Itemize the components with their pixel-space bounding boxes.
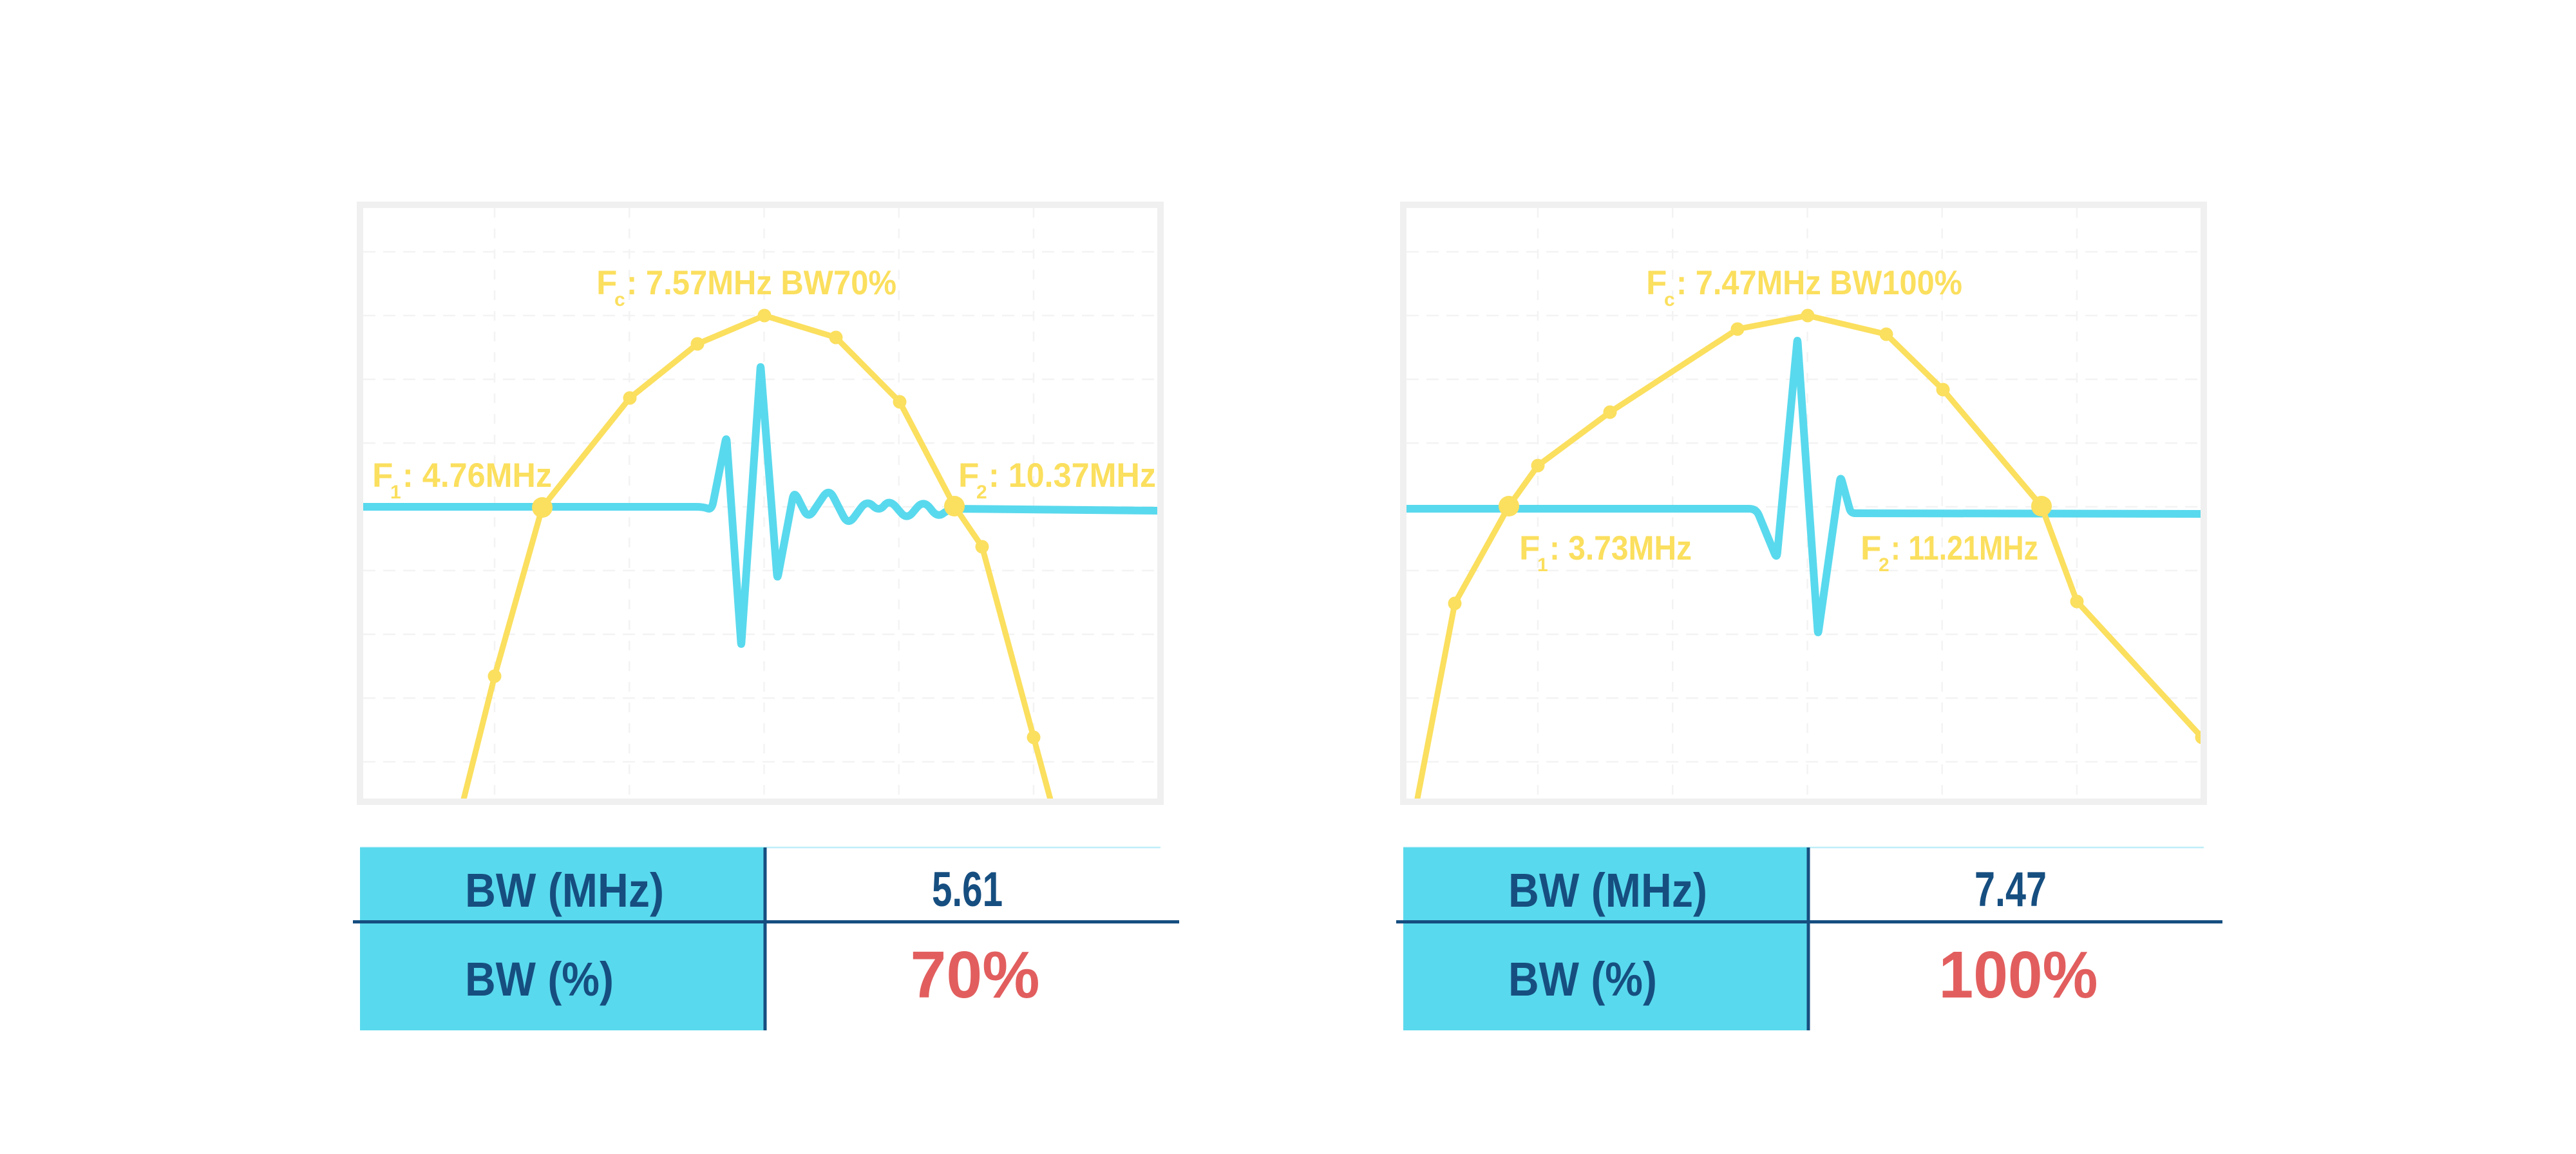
svg-text:F: F xyxy=(372,457,393,495)
svg-text:2: 2 xyxy=(1879,554,1889,576)
svg-text:1: 1 xyxy=(390,482,401,503)
svg-text:7.47: 7.47 xyxy=(1975,862,2047,917)
svg-text:: 3.73MHz: : 3.73MHz xyxy=(1549,529,1692,567)
svg-text:: 10.37MHz: : 10.37MHz xyxy=(989,457,1156,495)
svg-text:F: F xyxy=(1519,529,1540,567)
svg-text:c: c xyxy=(614,289,625,310)
svg-text:F: F xyxy=(596,264,617,302)
svg-text:: 11.21MHz: : 11.21MHz xyxy=(1891,529,2038,567)
svg-text:BW (MHz): BW (MHz) xyxy=(1508,864,1707,917)
svg-text:F: F xyxy=(1861,529,1881,567)
svg-text:5.61: 5.61 xyxy=(932,862,1003,917)
svg-text:BW (%): BW (%) xyxy=(1508,952,1657,1006)
svg-text:F: F xyxy=(1646,264,1667,302)
svg-text:F: F xyxy=(958,457,979,495)
svg-text:1: 1 xyxy=(1537,554,1548,576)
svg-text:70%: 70% xyxy=(911,938,1040,1012)
svg-text:100%: 100% xyxy=(1939,938,2098,1012)
svg-text:: 7.47MHz BW100%: : 7.47MHz BW100% xyxy=(1676,264,1962,302)
svg-text:: 4.76MHz: : 4.76MHz xyxy=(402,457,552,495)
svg-text:: 7.57MHz BW70%: : 7.57MHz BW70% xyxy=(627,264,896,302)
svg-text:BW (%): BW (%) xyxy=(465,952,614,1006)
svg-text:c: c xyxy=(1664,289,1675,310)
svg-text:2: 2 xyxy=(976,482,987,503)
svg-text:BW (MHz): BW (MHz) xyxy=(465,864,664,917)
